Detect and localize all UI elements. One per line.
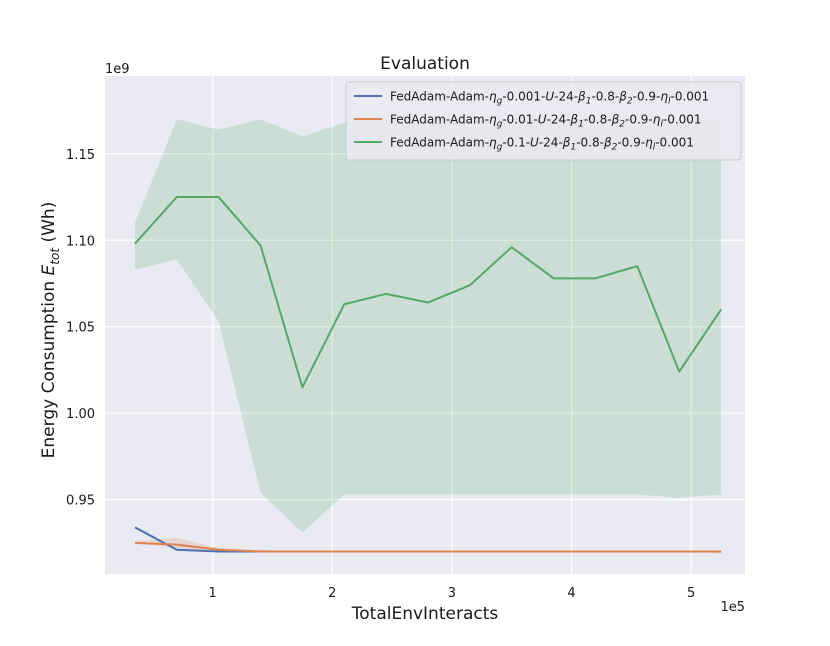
series-lines — [134, 196, 722, 553]
legend-box — [345, 81, 742, 161]
y-tick-label: 1.00 — [66, 407, 95, 422]
series-3-line — [134, 196, 722, 389]
x-tick-label: 4 — [567, 586, 575, 601]
y-tick-label: 1.05 — [66, 321, 95, 336]
x-tick-label: 3 — [448, 586, 456, 601]
legend: FedAdam-Adam-ηg-0.001-U-24-β1-0.8-β2-0.9… — [345, 81, 742, 161]
y-tick-labels: 0.95 1.00 1.05 1.10 1.15 — [66, 148, 95, 509]
x-exponent-label: 1e5 — [720, 600, 745, 615]
y-exponent-label: 1e9 — [105, 62, 130, 77]
confidence-bands — [134, 119, 722, 554]
x-tick-label: 5 — [687, 586, 695, 601]
legend-label: FedAdam-Adam-ηg-0.1-U-24-β1-0.8-β2-0.9-η… — [390, 136, 694, 153]
y-tick-label: 0.95 — [66, 494, 95, 509]
y-axis-label: Energy Consumption Etot (Wh) — [39, 202, 62, 459]
chart-title: Evaluation — [380, 54, 470, 74]
legend-label: FedAdam-Adam-ηg-0.001-U-24-β1-0.8-β2-0.9… — [390, 90, 709, 107]
x-tick-label: 1 — [209, 586, 217, 601]
x-tick-label: 2 — [328, 586, 336, 601]
series-3-band — [134, 119, 722, 533]
x-axis-label: TotalEnvInteracts — [351, 604, 499, 624]
legend-label: FedAdam-Adam-ηg-0.01-U-24-β1-0.8-β2-0.9-… — [390, 113, 702, 130]
x-tick-labels: 1 2 3 4 5 — [209, 586, 696, 601]
y-tick-label: 1.10 — [66, 234, 95, 249]
series-2-line — [134, 541, 722, 553]
y-tick-label: 1.15 — [66, 148, 95, 163]
